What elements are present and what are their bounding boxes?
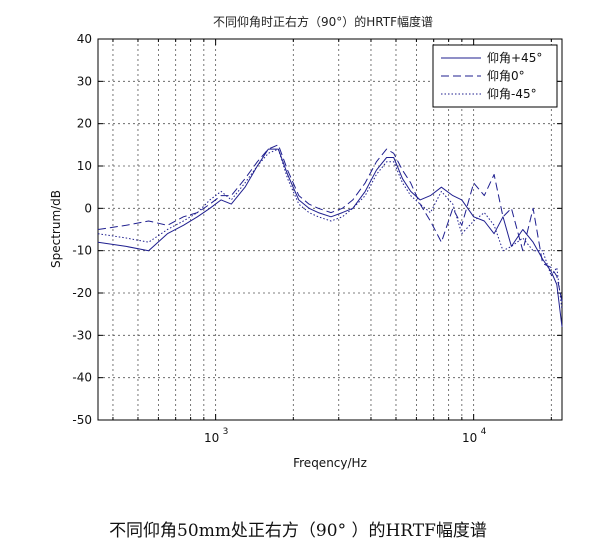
legend-label-1: 仰角+45° — [487, 50, 542, 65]
grid — [98, 39, 562, 420]
x-tick-label-base: 10 — [462, 431, 477, 445]
y-tick-label: -30 — [72, 328, 92, 342]
y-axis-label: Spectrum/dB — [49, 190, 63, 268]
legend: 仰角+45° 仰角0° 仰角-45° — [432, 44, 558, 108]
figure-caption: 不同仰角50mm处正右方（90° ）的HRTF幅度谱 — [109, 521, 487, 541]
y-tick-label: 0 — [84, 201, 92, 215]
y-tick-label: 30 — [77, 74, 92, 88]
x-tick-label-exponent: 3 — [223, 427, 229, 437]
chart-title: 不同仰角时正右方（90°）的HRTF幅度谱 — [213, 14, 433, 29]
series-lines — [97, 144, 563, 327]
series-line-3 — [97, 148, 563, 310]
y-tick-label: -20 — [72, 286, 92, 300]
x-axis-label: Freqency/Hz — [293, 456, 367, 470]
y-tick-label: -40 — [72, 371, 92, 385]
legend-label-2: 仰角0° — [487, 68, 525, 83]
series-line-2 — [97, 144, 563, 302]
y-tick-label: 10 — [77, 159, 92, 173]
y-tick-label: -50 — [72, 413, 92, 427]
y-tick-label: 20 — [77, 117, 92, 131]
y-tick-label: 40 — [77, 32, 92, 46]
y-tick-label: -10 — [72, 244, 92, 258]
x-tick-label-base: 10 — [204, 431, 219, 445]
axis-ticks: 40 30 20 10 0 -10 -20 -30 -40 -50 10 3 10 4 — [72, 32, 562, 445]
x-tick-label-exponent: 4 — [481, 427, 487, 437]
legend-label-3: 仰角-45° — [487, 86, 537, 101]
series-line-1 — [97, 148, 563, 327]
